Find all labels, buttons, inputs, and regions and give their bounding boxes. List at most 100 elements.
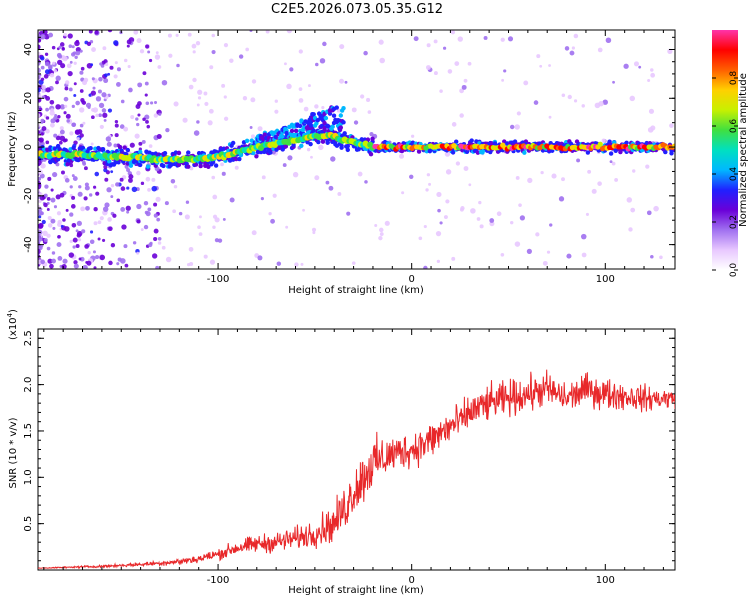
spectrogram-cell: [195, 41, 201, 46]
spectrogram-cell: [238, 54, 244, 59]
spectrogram-cell: [157, 241, 162, 245]
spectrogram-cell: [141, 139, 146, 144]
spectrogram-cell: [120, 207, 126, 212]
spectrogram-cell: [136, 203, 142, 210]
spectrogram-cell: [546, 250, 551, 254]
spectrogram-cell: [433, 71, 438, 76]
spectrogram-cell: [38, 75, 41, 80]
spectrogram-cell: [126, 186, 130, 190]
spectrogram-cell: [188, 84, 194, 90]
spectrogram-cell: [192, 77, 197, 83]
spectrogram-cell: [433, 39, 438, 44]
spectrogram-cell: [72, 245, 76, 249]
spectrogram-cell: [41, 89, 46, 93]
spectrogram-cell: [580, 233, 587, 240]
spectrogram-cell: [571, 46, 575, 50]
spectrogram-cell: [220, 162, 224, 167]
spectrogram-cell: [483, 35, 488, 40]
snr-x-tick-label: -100: [207, 575, 230, 586]
snr-y-scale-base: (x10: [8, 317, 19, 340]
spectrogram-cell: [366, 97, 371, 102]
spectrogram-cell: [597, 47, 603, 53]
spectrogram-cell: [161, 79, 168, 86]
spectrogram-cell: [62, 258, 68, 264]
spectrogram-cell: [186, 164, 191, 169]
spectrogram-cell: [341, 120, 346, 125]
spectrogram-cell: [61, 46, 65, 50]
spectrogram-cell: [63, 111, 67, 115]
spectrogram-cell: [598, 101, 604, 107]
spectrogram-cell: [450, 30, 456, 35]
spectrogram-cell: [276, 261, 282, 266]
spectrogram-cell: [136, 251, 140, 255]
spectrogram-cell: [302, 208, 305, 212]
spectrogram-cell: [43, 238, 48, 243]
spectrogram-cell: [289, 67, 294, 72]
spectrogram-cell: [151, 253, 158, 259]
spectrogram-cell: [57, 219, 62, 225]
spectrogram-cell: [293, 128, 299, 134]
spectrogram-cell: [614, 178, 619, 182]
spectrogram-cell: [55, 80, 59, 85]
spectrogram-cell: [514, 241, 521, 247]
spectrogram-y-tick-label: 20: [23, 92, 34, 105]
spectrogram-cell: [242, 96, 248, 101]
spectrogram-cell: [55, 75, 61, 81]
spectrogram-cell: [527, 177, 533, 184]
snr-y-tick-label: 2.5: [23, 330, 34, 346]
spectrogram-cell: [113, 40, 119, 46]
spectrogram-cell: [299, 143, 304, 148]
spectrogram-cell: [140, 228, 144, 232]
spectrogram-cell: [203, 91, 208, 96]
spectrogram-cell: [204, 101, 209, 106]
spectrogram-cell: [188, 246, 194, 252]
spectrogram-cell: [108, 226, 113, 232]
snr-series-line: [38, 369, 675, 570]
snr-y-tick-label: 2.0: [23, 377, 34, 393]
spectrogram-cell: [161, 245, 166, 250]
spectrogram-cell: [92, 86, 96, 90]
spectrogram-cell: [507, 36, 514, 42]
spectrogram-cell: [478, 200, 482, 205]
spectrogram-cell: [85, 205, 90, 211]
spectrogram-cell: [463, 78, 468, 83]
spectrogram-cell: [250, 134, 255, 139]
spectrogram-cell: [69, 212, 74, 217]
spectrogram-cell: [66, 63, 72, 69]
spectrogram-cell: [137, 113, 141, 117]
spectrogram-cell: [77, 238, 82, 242]
spectrogram-cell: [42, 230, 48, 236]
spectrogram-cell: [230, 140, 236, 146]
spectrogram-cell: [318, 144, 324, 151]
spectrogram-cell: [214, 238, 220, 243]
spectrogram-cell: [99, 254, 106, 261]
spectrogram-cell: [409, 174, 414, 180]
spectrogram-cell: [561, 177, 565, 182]
spectrogram-cell: [62, 55, 68, 62]
spectrogram-cell: [116, 262, 120, 266]
spectrogram-cell: [633, 61, 640, 67]
spectrogram-cell: [128, 178, 133, 183]
spectrogram-cell: [98, 113, 102, 118]
spectrogram-cell: [99, 216, 104, 221]
spectrogram-cell: [542, 260, 548, 266]
spectrogram-y-tick-label: -40: [23, 236, 34, 252]
spectrogram-cell: [638, 65, 642, 69]
spectrogram-cell: [55, 162, 60, 167]
spectrogram-cell: [60, 170, 65, 175]
spectrogram-cell: [591, 188, 597, 194]
spectrogram-cell: [426, 173, 431, 177]
spectrogram-cell: [117, 144, 123, 150]
snr-y-scale-exp: 4: [6, 312, 14, 317]
spectrogram-cell: [43, 74, 49, 79]
colorbar-tick-label: 0.4: [729, 167, 739, 182]
spectrogram-cell: [234, 156, 239, 162]
spectrogram-cell: [261, 175, 266, 180]
spectrogram-cell: [91, 77, 95, 81]
spectrogram-cell: [569, 50, 575, 56]
spectrogram-cell: [104, 62, 109, 67]
spectrogram-cell: [48, 64, 53, 69]
spectrogram-cell: [93, 207, 98, 212]
spectrogram-cell: [597, 141, 603, 147]
spectrogram-cell: [51, 251, 56, 255]
